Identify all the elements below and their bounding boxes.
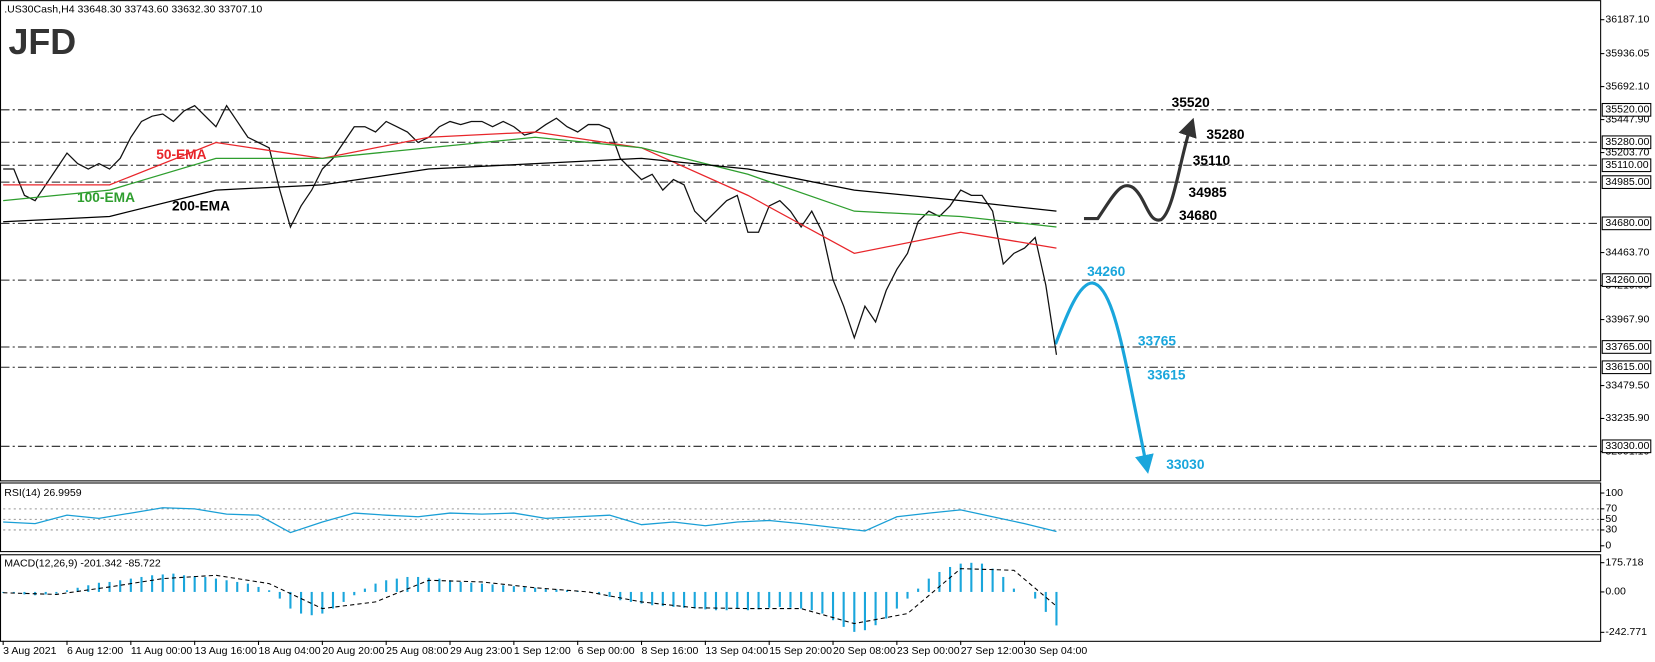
level-annotation: 33615 (1147, 367, 1186, 382)
x-tick-label: 29 Aug 23:00 (450, 645, 512, 657)
y-tick-label: 33967.90 (1605, 313, 1649, 325)
ema-label: 200-EMA (172, 199, 230, 214)
y-tick-label: 0 (1605, 540, 1611, 552)
y-tick-label: 70 (1605, 503, 1617, 515)
level-box (1601, 273, 1652, 287)
series-line (3, 157, 1057, 223)
level-label: 34680.00 (1605, 217, 1649, 229)
series-line (3, 131, 1057, 255)
x-tick-label: 18 Aug 04:00 (259, 645, 321, 657)
level-label: 33765.00 (1605, 341, 1649, 353)
level-label: 33030.00 (1605, 440, 1649, 452)
y-tick-label: 33235.90 (1605, 412, 1649, 424)
y-tick-label: 35692.10 (1605, 80, 1649, 92)
level-box (1601, 158, 1652, 173)
rsi-panel (0, 482, 1602, 553)
x-tick-label: 3 Aug 2021 (3, 645, 57, 657)
x-tick-label: 20 Aug 20:00 (322, 645, 384, 657)
level-annotation: 35520 (1172, 95, 1211, 110)
x-tick-label: 8 Sep 16:00 (642, 645, 699, 657)
y-tick-label: 34463.70 (1605, 246, 1649, 258)
series-line (3, 104, 1058, 355)
y-tick-label: -242.771 (1605, 626, 1647, 638)
level-box (1601, 439, 1652, 454)
bull-scenario-arrow (1083, 117, 1197, 222)
level-annotation: 35280 (1206, 127, 1245, 142)
level-label: 35280.00 (1605, 136, 1649, 148)
x-tick-label: 11 Aug 00:00 (131, 645, 193, 657)
macd-panel (0, 554, 1602, 642)
bear-scenario-arrow (1054, 281, 1154, 474)
ema-label: 100-EMA (77, 190, 135, 205)
y-tick-label: 30 (1605, 524, 1617, 536)
rsi-header: RSI(14) 26.9959 (4, 487, 82, 499)
y-tick-label: 175.718 (1605, 556, 1643, 568)
x-tick-label: 6 Sep 00:00 (578, 645, 635, 657)
x-tick-label: 13 Aug 16:00 (195, 645, 257, 657)
level-annotation: 34260 (1087, 264, 1126, 279)
series-line (3, 136, 1057, 228)
x-tick-label: 25 Aug 08:00 (386, 645, 448, 657)
price-panel (0, 0, 1602, 482)
level-box (1601, 360, 1652, 375)
y-tick-label: 35203.70 (1605, 146, 1649, 158)
y-tick-label: 36187.10 (1605, 13, 1649, 25)
level-annotation: 33030 (1166, 457, 1205, 472)
x-tick-label: 1 Sep 12:00 (514, 645, 571, 657)
y-tick-label: 0.00 (1605, 586, 1626, 598)
x-tick-label: 15 Sep 20:00 (769, 645, 832, 657)
macd-header: MACD(12,26,9) -201.342 -85.722 (4, 558, 161, 570)
x-tick-label: 6 Aug 12:00 (67, 645, 123, 657)
symbol-header: .US30Cash,H4 33648.30 33743.60 33632.30 … (4, 3, 262, 15)
level-annotation: 34985 (1188, 185, 1227, 200)
series-line (3, 568, 1057, 625)
logo: JFD (8, 22, 76, 62)
level-label: 34985.00 (1605, 176, 1649, 188)
level-label: 35110.00 (1605, 159, 1648, 171)
series-line (3, 507, 1057, 534)
level-box (1601, 102, 1652, 117)
level-label: 33615.00 (1605, 361, 1649, 373)
level-label: 35520.00 (1605, 104, 1649, 116)
x-tick-label: 30 Sep 04:00 (1025, 645, 1088, 657)
level-box (1601, 135, 1652, 150)
level-label: 34260.00 (1605, 274, 1649, 286)
level-annotation: 33765 (1138, 334, 1177, 349)
y-tick-label: 35936.05 (1605, 47, 1649, 59)
level-box (1601, 216, 1652, 231)
level-annotation: 34680 (1179, 208, 1218, 223)
x-tick-label: 13 Sep 04:00 (705, 645, 768, 657)
y-tick-label: 100 (1605, 487, 1623, 499)
level-annotation: 35110 (1193, 153, 1231, 168)
x-tick-label: 23 Sep 00:00 (897, 645, 960, 657)
y-tick-label: 33479.50 (1605, 379, 1649, 391)
y-tick-label: 50 (1605, 513, 1617, 525)
level-box (1601, 175, 1652, 189)
x-tick-label: 27 Sep 12:00 (961, 645, 1024, 657)
level-box (1601, 340, 1652, 354)
x-tick-label: 20 Sep 08:00 (833, 645, 896, 657)
